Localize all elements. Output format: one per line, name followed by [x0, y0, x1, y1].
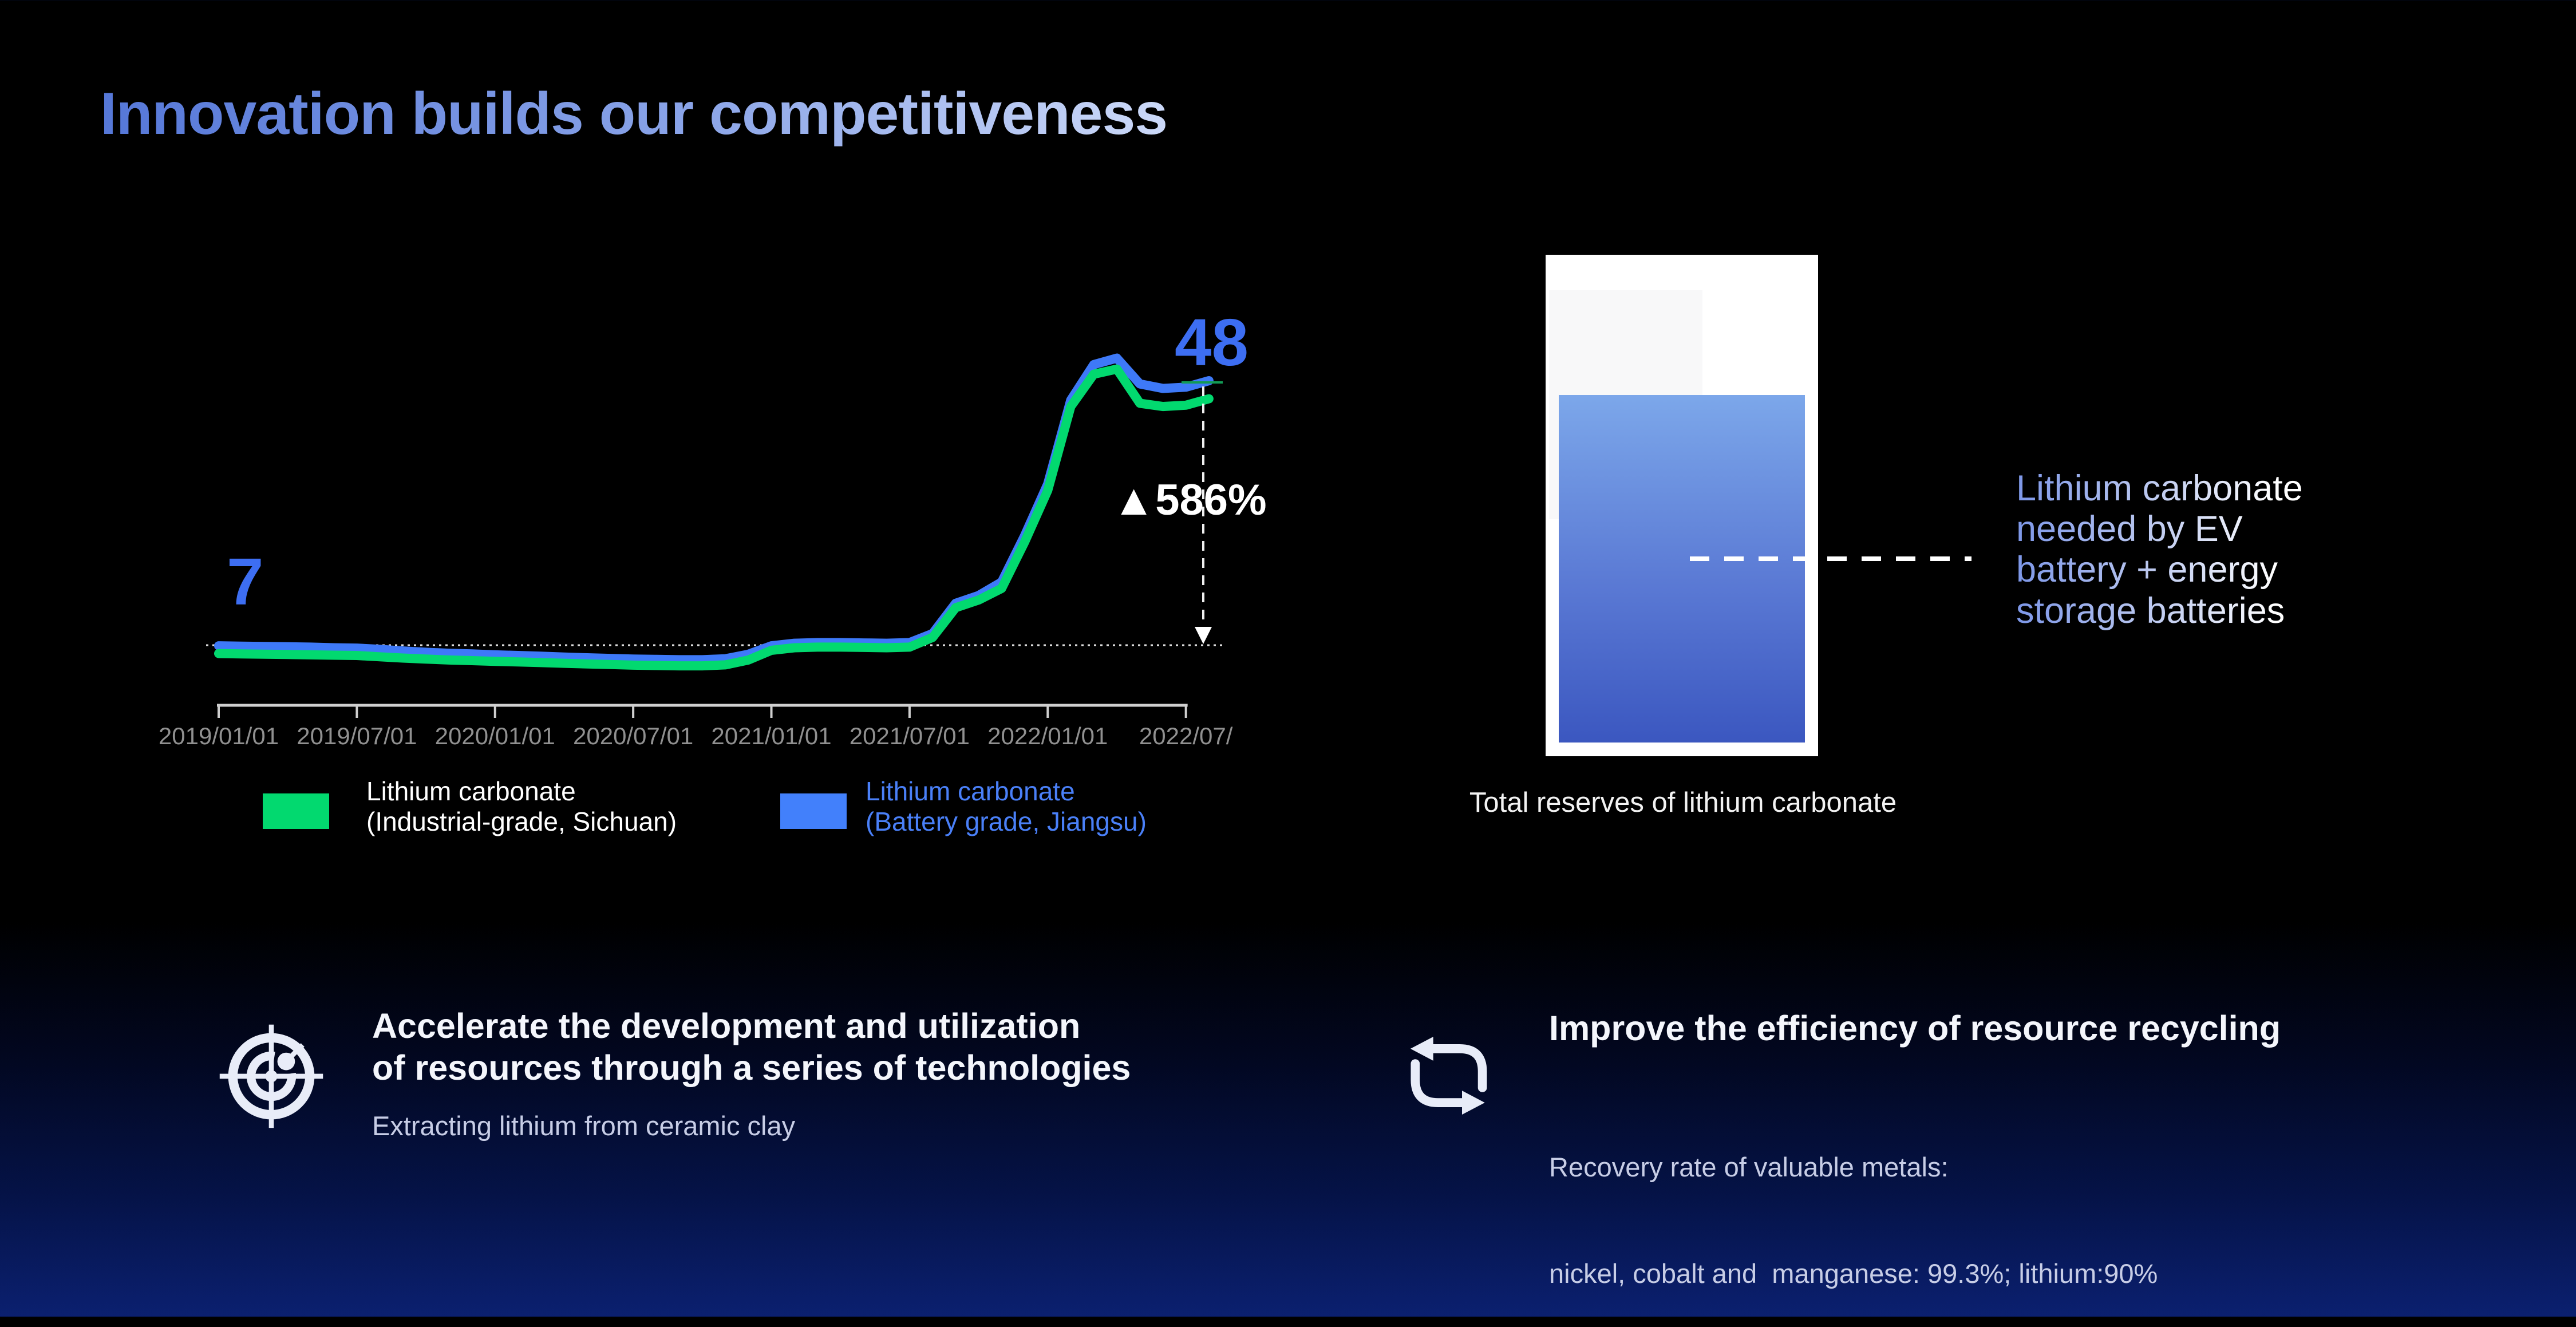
legend-swatch-battery	[780, 793, 847, 829]
chart-start-value-label: 7	[227, 544, 264, 619]
reserve-dashed-connector	[1690, 556, 1971, 561]
initiative-right-subtext-line2: nickel, cobalt and manganese: 99.3%; lit…	[1549, 1258, 2158, 1289]
x-axis-tick-label: 2019/07/01	[297, 722, 417, 749]
radar-icon	[216, 1021, 326, 1131]
x-axis-tick-label: 2019/01/01	[159, 722, 279, 749]
initiative-right-subtext-line1: Recovery rate of valuable metals:	[1549, 1152, 1949, 1183]
x-axis-tick-label: 2022/01/01	[987, 722, 1108, 749]
chart-change-label: ▲586%	[1112, 476, 1267, 524]
legend-swatch-industrial	[263, 793, 329, 829]
initiative-left-subtext: Extracting lithium from ceramic clay	[372, 1111, 796, 1141]
legend-label-industrial-line2: (Industrial-grade, Sichuan)	[366, 807, 677, 837]
initiative-right-heading: Improve the efficiency of resource recyc…	[1549, 1009, 2281, 1048]
recycle-icon	[1398, 1030, 1500, 1121]
reserve-caption: Total reserves of lithium carbonate	[1469, 787, 1897, 818]
initiative-left-heading-line1: Accelerate the development and utilizati…	[372, 1006, 1081, 1045]
reserve-annotation-line3: battery + energy	[2016, 550, 2303, 590]
initiative-left-heading-line2: of resources through a series of technol…	[372, 1048, 1131, 1088]
change-measurement-arrow	[1195, 627, 1212, 644]
reserve-annotation-line1: Lithium carbonate	[2016, 468, 2303, 508]
legend-label-industrial-line1: Lithium carbonate	[366, 776, 576, 806]
reserve-annotation-line4: storage batteries	[2016, 591, 2303, 631]
reserve-fill-level	[1559, 395, 1805, 743]
initiative-right-subtext: Recovery rate of valuable metals: nickel…	[1549, 1079, 2158, 1327]
x-axis-tick-label: 2021/01/01	[711, 722, 831, 749]
reserve-annotation-line2: needed by EV	[2016, 509, 2303, 550]
reserve-tank	[1546, 255, 1818, 756]
legend-label-battery-line1: Lithium carbonate	[866, 776, 1075, 806]
price-line-industrial	[214, 364, 1214, 671]
legend-label-industrial: Lithium carbonate (Industrial-grade, Sic…	[366, 776, 677, 838]
legend-label-battery: Lithium carbonate (Battery grade, Jiangs…	[866, 776, 1147, 838]
x-axis-tick-label: 2020/01/01	[435, 722, 555, 749]
reserve-annotation: Lithium carbonate needed by EV battery +…	[2016, 468, 2303, 631]
chart-end-value-label: 48	[1175, 305, 1249, 380]
initiative-left-heading: Accelerate the development and utilizati…	[372, 1005, 1131, 1089]
x-axis-tick-label: 2022/07/	[1139, 722, 1233, 749]
price-line-battery	[214, 353, 1214, 665]
x-axis-tick-label: 2021/07/01	[850, 722, 970, 749]
page-title: Innovation builds our competitiveness	[100, 81, 1168, 147]
legend-label-battery-line2: (Battery grade, Jiangsu)	[866, 807, 1147, 837]
x-axis-tick-label: 2020/07/01	[573, 722, 693, 749]
